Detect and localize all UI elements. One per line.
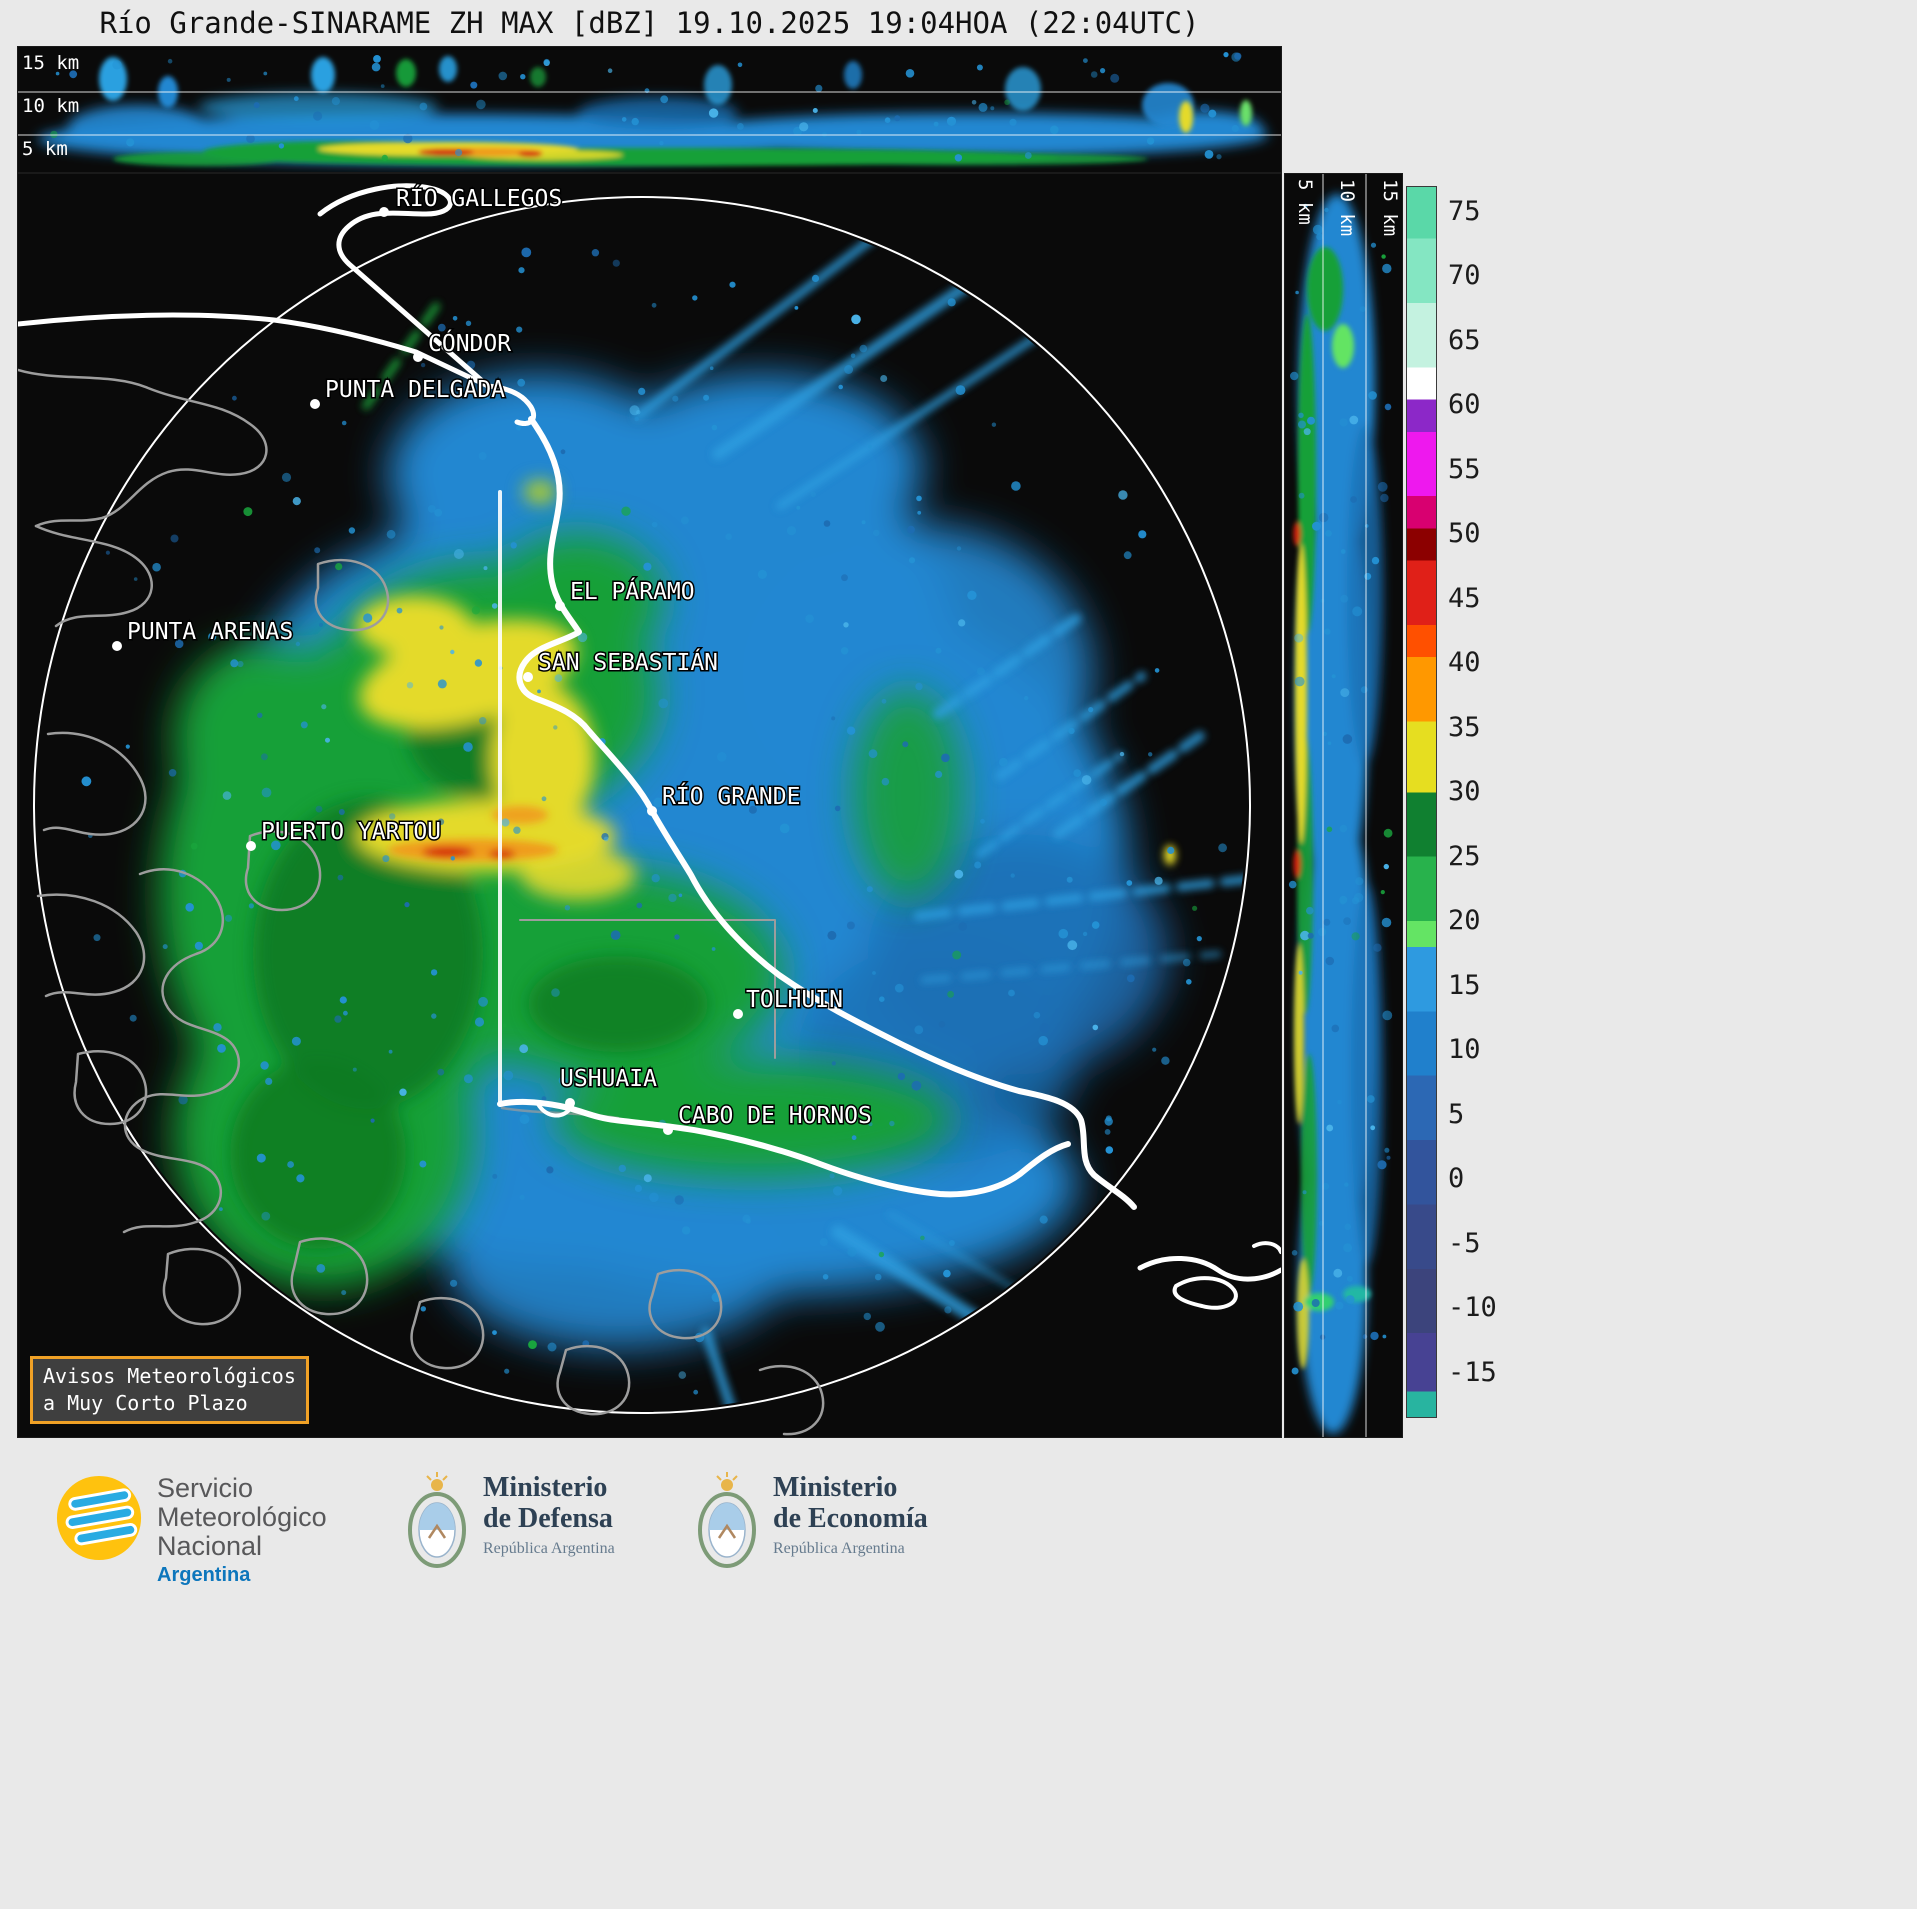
colorbar-tick-label: -15: [1448, 1356, 1497, 1388]
city-label: USHUAIA: [560, 1066, 657, 1092]
city-label: TOLHUIN: [746, 987, 843, 1013]
city-dot: [112, 641, 122, 651]
smn-country: Argentina: [157, 1564, 251, 1586]
smn-name-line-2: Meteorológico: [157, 1502, 327, 1532]
warning-line-2: a Muy Corto Plazo: [43, 1391, 248, 1415]
city-dot: [246, 841, 256, 851]
city-dot: [310, 399, 320, 409]
altitude-gridlines-top: [18, 91, 1281, 136]
colorbar-tick-label: 65: [1448, 324, 1481, 356]
colorbar-tick-label: 35: [1448, 711, 1481, 743]
colorbar-tick-label: 10: [1448, 1034, 1481, 1066]
colorbar-tick-label: 50: [1448, 518, 1481, 550]
city-label: RÍO GALLEGOS: [396, 184, 562, 212]
city-dot: [413, 352, 423, 362]
colorbar-tick-label: -5: [1448, 1227, 1481, 1259]
warning-banner[interactable]: Avisos Meteorológicos a Muy Corto Plazo: [30, 1356, 309, 1424]
colorbar-tick-label: 30: [1448, 776, 1481, 808]
colorbar-tick-label: 40: [1448, 647, 1481, 679]
product-title: Río Grande-SINARAME ZH MAX [dBZ] 19.10.2…: [99, 6, 1200, 40]
altitude-label-5km-v: 5 km: [1294, 179, 1316, 225]
altitude-gridlines-right: [1322, 174, 1367, 1437]
economia-title-2: de Economía: [773, 1503, 928, 1534]
colorbar-tick-label: 25: [1448, 840, 1481, 872]
range-ring: [33, 196, 1251, 1414]
city-label: PUNTA ARENAS: [127, 619, 293, 645]
city-dot: [523, 672, 533, 682]
altitude-label-15km-v: 15 km: [1379, 179, 1401, 237]
city-dot: [733, 1009, 743, 1019]
city-markers: RÍO GALLEGOS CÓNDOR PUNTA DELGADA EL PÁR…: [112, 183, 873, 1135]
altitude-label-10km: 10 km: [22, 95, 80, 117]
colorbar-tick-label: 70: [1448, 260, 1481, 292]
smn-logo-icon: [56, 1475, 142, 1561]
city-label: SAN SEBASTIÁN: [538, 648, 718, 676]
colorbar-tick-label: -10: [1448, 1292, 1497, 1324]
colorbar-ticks: 75 70 65 60 55 50 45 40 35 30 25 20 15 10 5 0 -5 -10 -15: [1448, 186, 1538, 1418]
altitude-label-5km: 5 km: [22, 138, 68, 160]
city-label: PUNTA DELGADA: [325, 377, 505, 403]
cross-section-top-panel: 15 km 10 km 5 km: [17, 46, 1282, 173]
coastlines-secondary: [18, 368, 825, 1436]
colorbar-tick-label: 15: [1448, 969, 1481, 1001]
colorbar-tick-label: 60: [1448, 389, 1481, 421]
defensa-subtitle: República Argentina: [483, 1540, 615, 1557]
colorbar-tick-label: 75: [1448, 195, 1481, 227]
warning-line-1: Avisos Meteorológicos: [43, 1364, 296, 1388]
city-label: PUERTO YARTOU: [261, 819, 441, 845]
radar-echoes: [81, 231, 1247, 1410]
city-dot: [565, 1098, 575, 1108]
economia-title-1: Ministerio: [773, 1472, 898, 1503]
city-dot: [663, 1125, 673, 1135]
coat-of-arms-icon: [408, 1472, 466, 1568]
city-dot: [379, 207, 389, 217]
colorbar-tick-label: 20: [1448, 905, 1481, 937]
ministerio-economia-block: Ministerio de Economía República Argenti…: [695, 1472, 928, 1570]
city-label: CABO DE HORNOS: [678, 1103, 872, 1129]
smn-name-line-1: Servicio: [157, 1473, 254, 1503]
altitude-label-15km: 15 km: [22, 52, 80, 74]
city-label: RÍO GRANDE: [662, 782, 800, 810]
city-dot: [647, 806, 657, 816]
radar-map: RÍO GALLEGOS CÓNDOR PUNTA DELGADA EL PÁR…: [18, 183, 1281, 1436]
smn-logo-block: Servicio Meteorológico Nacional Argentin…: [55, 1474, 327, 1587]
radar-map-panel: RÍO GALLEGOS CÓNDOR PUNTA DELGADA EL PÁR…: [17, 173, 1282, 1438]
smn-name-line-3: Nacional: [157, 1531, 263, 1561]
colorbar-tick-label: 55: [1448, 453, 1481, 485]
altitude-label-10km-v: 10 km: [1336, 179, 1358, 237]
colorbar-tick-label: 45: [1448, 582, 1481, 614]
colorbar-tick-label: 5: [1448, 1098, 1465, 1130]
defensa-title-2: de Defensa: [483, 1503, 613, 1534]
colorbar: [1406, 186, 1437, 1418]
city-label: EL PÁRAMO: [570, 577, 695, 605]
coat-of-arms-icon: [698, 1472, 756, 1568]
city-label: CÓNDOR: [428, 329, 511, 357]
cross-section-right-panel: 5 km 10 km 15 km: [1284, 173, 1403, 1438]
cross-section-right-graphic: [1288, 174, 1393, 1437]
colorbar-tick-label: 0: [1448, 1163, 1465, 1195]
cross-section-top-graphic: [18, 52, 1281, 166]
defensa-title-1: Ministerio: [483, 1472, 608, 1503]
city-dot: [555, 601, 565, 611]
economia-subtitle: República Argentina: [773, 1540, 905, 1557]
ministerio-defensa-block: Ministerio de Defensa República Argentin…: [405, 1472, 615, 1570]
